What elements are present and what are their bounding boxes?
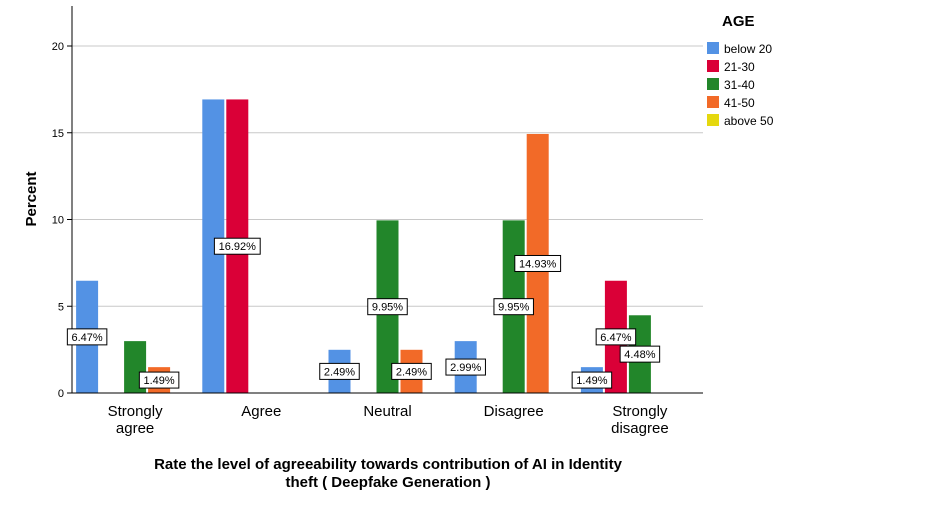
data-label: 9.95% xyxy=(367,298,408,316)
data-label: 2.99% xyxy=(445,358,486,376)
data-label-box xyxy=(445,358,486,376)
y-tick-labels: 0 5 10 15 20 xyxy=(52,41,64,400)
legend: AGE below 20 21-30 31-40 41-50 above 50 xyxy=(707,13,774,128)
y-tick-label: 15 xyxy=(52,128,64,140)
x-category-label: agree xyxy=(116,420,154,437)
data-label-box xyxy=(514,254,562,272)
data-label-box xyxy=(138,371,180,389)
data-label-text: 2.49% xyxy=(324,366,355,378)
y-tick-label: 10 xyxy=(52,215,64,227)
data-label: 2.49% xyxy=(319,362,360,380)
data-label: 6.47% xyxy=(66,328,108,346)
x-category-label: Strongly xyxy=(612,403,668,420)
data-label-text: 9.95% xyxy=(498,302,529,314)
legend-entry: 41-50 xyxy=(724,96,755,110)
y-tick-label: 20 xyxy=(52,41,64,53)
data-label-text: 2.49% xyxy=(396,366,427,378)
bars xyxy=(76,99,651,394)
data-label-text: 14.93% xyxy=(519,258,557,270)
x-axis-title-line-1: Rate the level of agreeability towards c… xyxy=(154,456,622,473)
data-label-box xyxy=(619,345,661,363)
data-label-text: 1.49% xyxy=(143,375,174,387)
data-label-box xyxy=(595,328,637,346)
x-category-label: disagree xyxy=(611,420,669,437)
data-label-text: 16.92% xyxy=(219,241,257,253)
data-label-text: 2.99% xyxy=(450,362,481,374)
data-label: 1.49% xyxy=(571,371,613,389)
x-category-label: Strongly xyxy=(108,403,164,420)
data-label-text: 6.47% xyxy=(600,332,631,344)
data-label: 6.47% xyxy=(595,328,637,346)
data-label: 1.49% xyxy=(138,371,180,389)
y-tick-label: 0 xyxy=(58,388,64,400)
data-label-box xyxy=(391,362,432,380)
data-label-box xyxy=(213,237,261,255)
legend-swatch xyxy=(707,42,719,54)
data-label-text: 1.49% xyxy=(576,375,607,387)
data-label-box xyxy=(493,298,534,316)
x-axis-title-line-2: theft ( Deepfake Generation ) xyxy=(285,474,490,491)
data-label: 2.49% xyxy=(391,362,432,380)
data-label: 16.92% xyxy=(213,237,261,255)
legend-entry: 21-30 xyxy=(724,60,755,74)
x-category-label: Agree xyxy=(241,403,281,420)
x-category-label: Disagree xyxy=(484,403,544,420)
y-tick-label: 5 xyxy=(58,301,64,313)
legend-swatch xyxy=(707,96,719,108)
data-label-text: 9.95% xyxy=(372,302,403,314)
data-label-box xyxy=(66,328,108,346)
data-label-text: 4.48% xyxy=(624,349,655,361)
legend-title: AGE xyxy=(722,13,755,30)
data-label-box xyxy=(367,298,408,316)
data-label: 9.95% xyxy=(493,298,534,316)
y-axis-title: Percent xyxy=(23,171,40,226)
data-label-box xyxy=(319,362,360,380)
data-label: 4.48% xyxy=(619,345,661,363)
data-labels: 6.47% 1.49% 16.92% 2.49% 9.95% 2.49% 2.99% 9.95… xyxy=(66,237,661,389)
x-category-label: Neutral xyxy=(363,403,411,420)
legend-entry: 31-40 xyxy=(724,78,755,92)
data-label-text: 6.47% xyxy=(71,332,102,344)
data-label: 14.93% xyxy=(514,254,562,272)
legend-swatch xyxy=(707,60,719,72)
legend-entry: above 50 xyxy=(724,114,774,128)
legend-entry: below 20 xyxy=(724,42,772,56)
legend-swatch xyxy=(707,78,719,90)
data-label-box xyxy=(571,371,613,389)
legend-swatch xyxy=(707,114,719,126)
bar xyxy=(202,99,225,394)
